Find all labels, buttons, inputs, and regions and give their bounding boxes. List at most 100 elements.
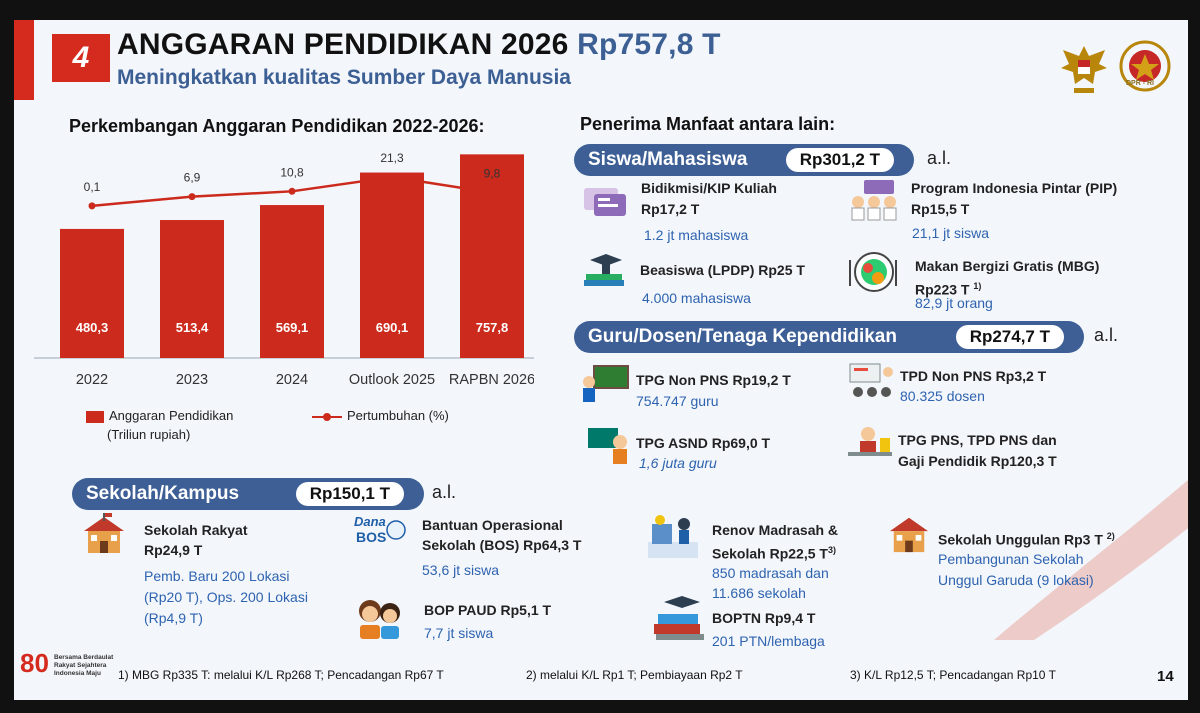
mbg-amount: Rp223 T 1) bbox=[915, 276, 981, 300]
guru-dosen-pill: Guru/Dosen/Tenaga Kependidikan Rp274,7 T bbox=[574, 321, 1084, 353]
growth-point-4 bbox=[488, 189, 496, 197]
bar-value-label-4: 757,8 bbox=[476, 320, 509, 335]
bar-value-label-3: 690,1 bbox=[376, 320, 409, 335]
tpg-asnd-desc: 1,6 juta guru bbox=[639, 455, 717, 471]
growth-label-0: 0,1 bbox=[84, 180, 101, 194]
flag-swoosh-decoration bbox=[994, 479, 1188, 640]
renovation-workers-icon bbox=[648, 515, 698, 558]
lpdp-desc: 4.000 mahasiswa bbox=[642, 290, 751, 306]
teacher-desk-icon bbox=[848, 427, 892, 456]
footer-tagline: Bersama Berdaulat Rakyat Sejahtera Indon… bbox=[54, 654, 113, 678]
unggulan-title-text: Sekolah Unggulan Rp3 T bbox=[938, 531, 1103, 548]
tagline-line-3: Indonesia Maju bbox=[54, 670, 101, 677]
bos-title: Bantuan Operasional bbox=[422, 517, 563, 533]
budget-chart: 480,3 2022 513,4 2023 569,1 2024 690,1 Outlook … bbox=[34, 151, 534, 388]
pip-students-icon bbox=[851, 180, 897, 221]
siswa-mahasiswa-label: Siswa/Mahasiswa bbox=[588, 149, 748, 170]
renov-footnote-mark: 3) bbox=[827, 545, 836, 555]
siswa-al: a.l. bbox=[927, 148, 952, 168]
page-title: ANGGARAN PENDIDIKAN 2026 Rp757,8 T bbox=[117, 28, 721, 62]
kip-desc: 1.2 jt mahasiswa bbox=[644, 227, 749, 243]
corner-ribbon-red bbox=[14, 20, 34, 100]
guru-dosen-label: Guru/Dosen/Tenaga Kependidikan bbox=[588, 326, 897, 347]
boptn-desc: 201 PTN/lembaga bbox=[712, 633, 825, 649]
unggulan-desc-2: Unggul Garuda (9 lokasi) bbox=[938, 572, 1094, 588]
dpr-ri-caption: DPR - RI bbox=[1126, 80, 1154, 87]
pip-desc: 21,1 jt siswa bbox=[912, 225, 990, 241]
growth-point-2 bbox=[288, 187, 296, 195]
bar-value-label-2: 569,1 bbox=[276, 320, 309, 335]
mbg-footnote-mark: 1) bbox=[973, 281, 982, 291]
tpg-non-pns-desc: 754.747 guru bbox=[636, 393, 719, 409]
tpg-pns-amount: Gaji Pendidik Rp120,3 T bbox=[898, 453, 1057, 469]
svg-text:BOS: BOS bbox=[356, 529, 386, 545]
sekolah-rakyat-amount: Rp24,9 T bbox=[144, 542, 203, 558]
tpg-asnd-title: TPG ASND Rp69,0 T bbox=[636, 435, 771, 451]
graduation-books-icon bbox=[584, 254, 624, 286]
renov-desc-2: 11.686 sekolah bbox=[712, 585, 806, 601]
x-tick-label-4: RAPBN 2026 bbox=[449, 372, 534, 388]
bos-amount: Sekolah (BOS) Rp64,3 T bbox=[422, 537, 582, 553]
footnote-3: 3) K/L Rp12,5 T; Pencadangan Rp10 T bbox=[850, 668, 1056, 682]
sekolah-kampus-label: Sekolah/Kampus bbox=[86, 483, 240, 504]
legend-line: Pertumbuhan (%) bbox=[312, 408, 449, 423]
page-subtitle: Meningkatkan kualitas Sumber Daya Manusi… bbox=[117, 66, 571, 89]
x-tick-label-3: Outlook 2025 bbox=[349, 372, 435, 388]
unggulan-desc-1: Pembangunan Sekolah bbox=[938, 551, 1084, 567]
bar-value-label-0: 480,3 bbox=[76, 320, 109, 335]
legend-line-label: Pertumbuhan (%) bbox=[347, 408, 449, 423]
siswa-mahasiswa-amount: Rp301,2 T bbox=[785, 148, 894, 172]
bos-desc: 53,6 jt siswa bbox=[422, 562, 500, 578]
lpdp-title: Beasiswa (LPDP) Rp25 T bbox=[640, 262, 805, 278]
logo-80-text: 80 bbox=[20, 648, 49, 678]
x-tick-label-1: 2023 bbox=[176, 372, 208, 388]
mbg-desc: 82,9 jt orang bbox=[915, 295, 993, 311]
kip-amount: Rp17,2 T bbox=[641, 201, 700, 217]
siswa-mahasiswa-pill: Siswa/Mahasiswa Rp301,2 T bbox=[574, 144, 914, 176]
tpg-pns-title: TPG PNS, TPD PNS dan bbox=[898, 432, 1057, 448]
growth-label-3: 21,3 bbox=[380, 151, 404, 165]
paud-children-icon bbox=[359, 600, 400, 639]
tpd-non-pns-desc: 80.325 dosen bbox=[900, 388, 985, 404]
footnote-1: 1) MBG Rp335 T: melalui K/L Rp268 T; Pen… bbox=[118, 668, 444, 682]
tagline-line-2: Rakyat Sejahtera bbox=[54, 662, 107, 669]
renov-desc-1: 850 madrasah dan bbox=[712, 565, 829, 581]
teacher-board-icon bbox=[583, 365, 629, 402]
bar-value-label-1: 513,4 bbox=[176, 320, 209, 335]
growth-label-1: 6,9 bbox=[184, 171, 201, 185]
bop-paud-title: BOP PAUD Rp5,1 T bbox=[424, 602, 552, 618]
sekolah-rakyat-title: Sekolah Rakyat bbox=[144, 522, 248, 538]
meal-plate-icon bbox=[849, 252, 897, 292]
slide: 4 ANGGARAN PENDIDIKAN 2026 Rp757,8 T Men… bbox=[14, 20, 1188, 700]
sekolah-rakyat-desc-3: (Rp4,9 T) bbox=[144, 610, 203, 626]
kip-card-icon bbox=[584, 188, 626, 216]
legend-bar-swatch bbox=[86, 410, 104, 423]
legend-bar-unit: (Triliun rupiah) bbox=[107, 427, 191, 442]
growth-label-2: 10,8 bbox=[280, 165, 304, 179]
tpd-non-pns-title: TPD Non PNS Rp3,2 T bbox=[900, 368, 1047, 384]
renov-amount: Sekolah Rp22,5 T3) bbox=[712, 540, 836, 564]
bar-0 bbox=[60, 228, 124, 358]
pip-title: Program Indonesia Pintar (PIP) bbox=[911, 180, 1118, 196]
tpg-non-pns-title: TPG Non PNS Rp19,2 T bbox=[636, 372, 791, 388]
guru-al: a.l. bbox=[1094, 325, 1119, 345]
beneficiaries-heading: Penerima Manfaat antara lain: bbox=[580, 114, 836, 134]
renov-title: Renov Madrasah & bbox=[712, 522, 839, 538]
x-tick-label-0: 2022 bbox=[76, 372, 108, 388]
page-number: 14 bbox=[1157, 668, 1174, 685]
svg-text:Dana: Dana bbox=[354, 514, 386, 529]
sekolah-kampus-pill: Sekolah/Kampus Rp150,1 T bbox=[72, 478, 424, 510]
renov-amount-text: Sekolah Rp22,5 T bbox=[712, 545, 828, 562]
sekolah-kampus-amount: Rp150,1 T bbox=[295, 482, 404, 506]
unggulan-title: Sekolah Unggulan Rp3 T 2) bbox=[938, 526, 1115, 550]
mbg-title: Makan Bergizi Gratis (MBG) bbox=[915, 258, 1100, 274]
dpr-ri-logo-icon bbox=[1119, 40, 1171, 92]
legend-line-swatch bbox=[312, 412, 342, 421]
growth-point-1 bbox=[188, 193, 196, 201]
growth-point-0 bbox=[88, 202, 96, 210]
mbg-amount-text: Rp223 T bbox=[915, 281, 970, 298]
bar-3 bbox=[360, 172, 424, 358]
sekolah-rakyat-desc-2: (Rp20 T), Ops. 200 Lokasi bbox=[144, 589, 308, 605]
books-stack-icon bbox=[654, 596, 704, 640]
